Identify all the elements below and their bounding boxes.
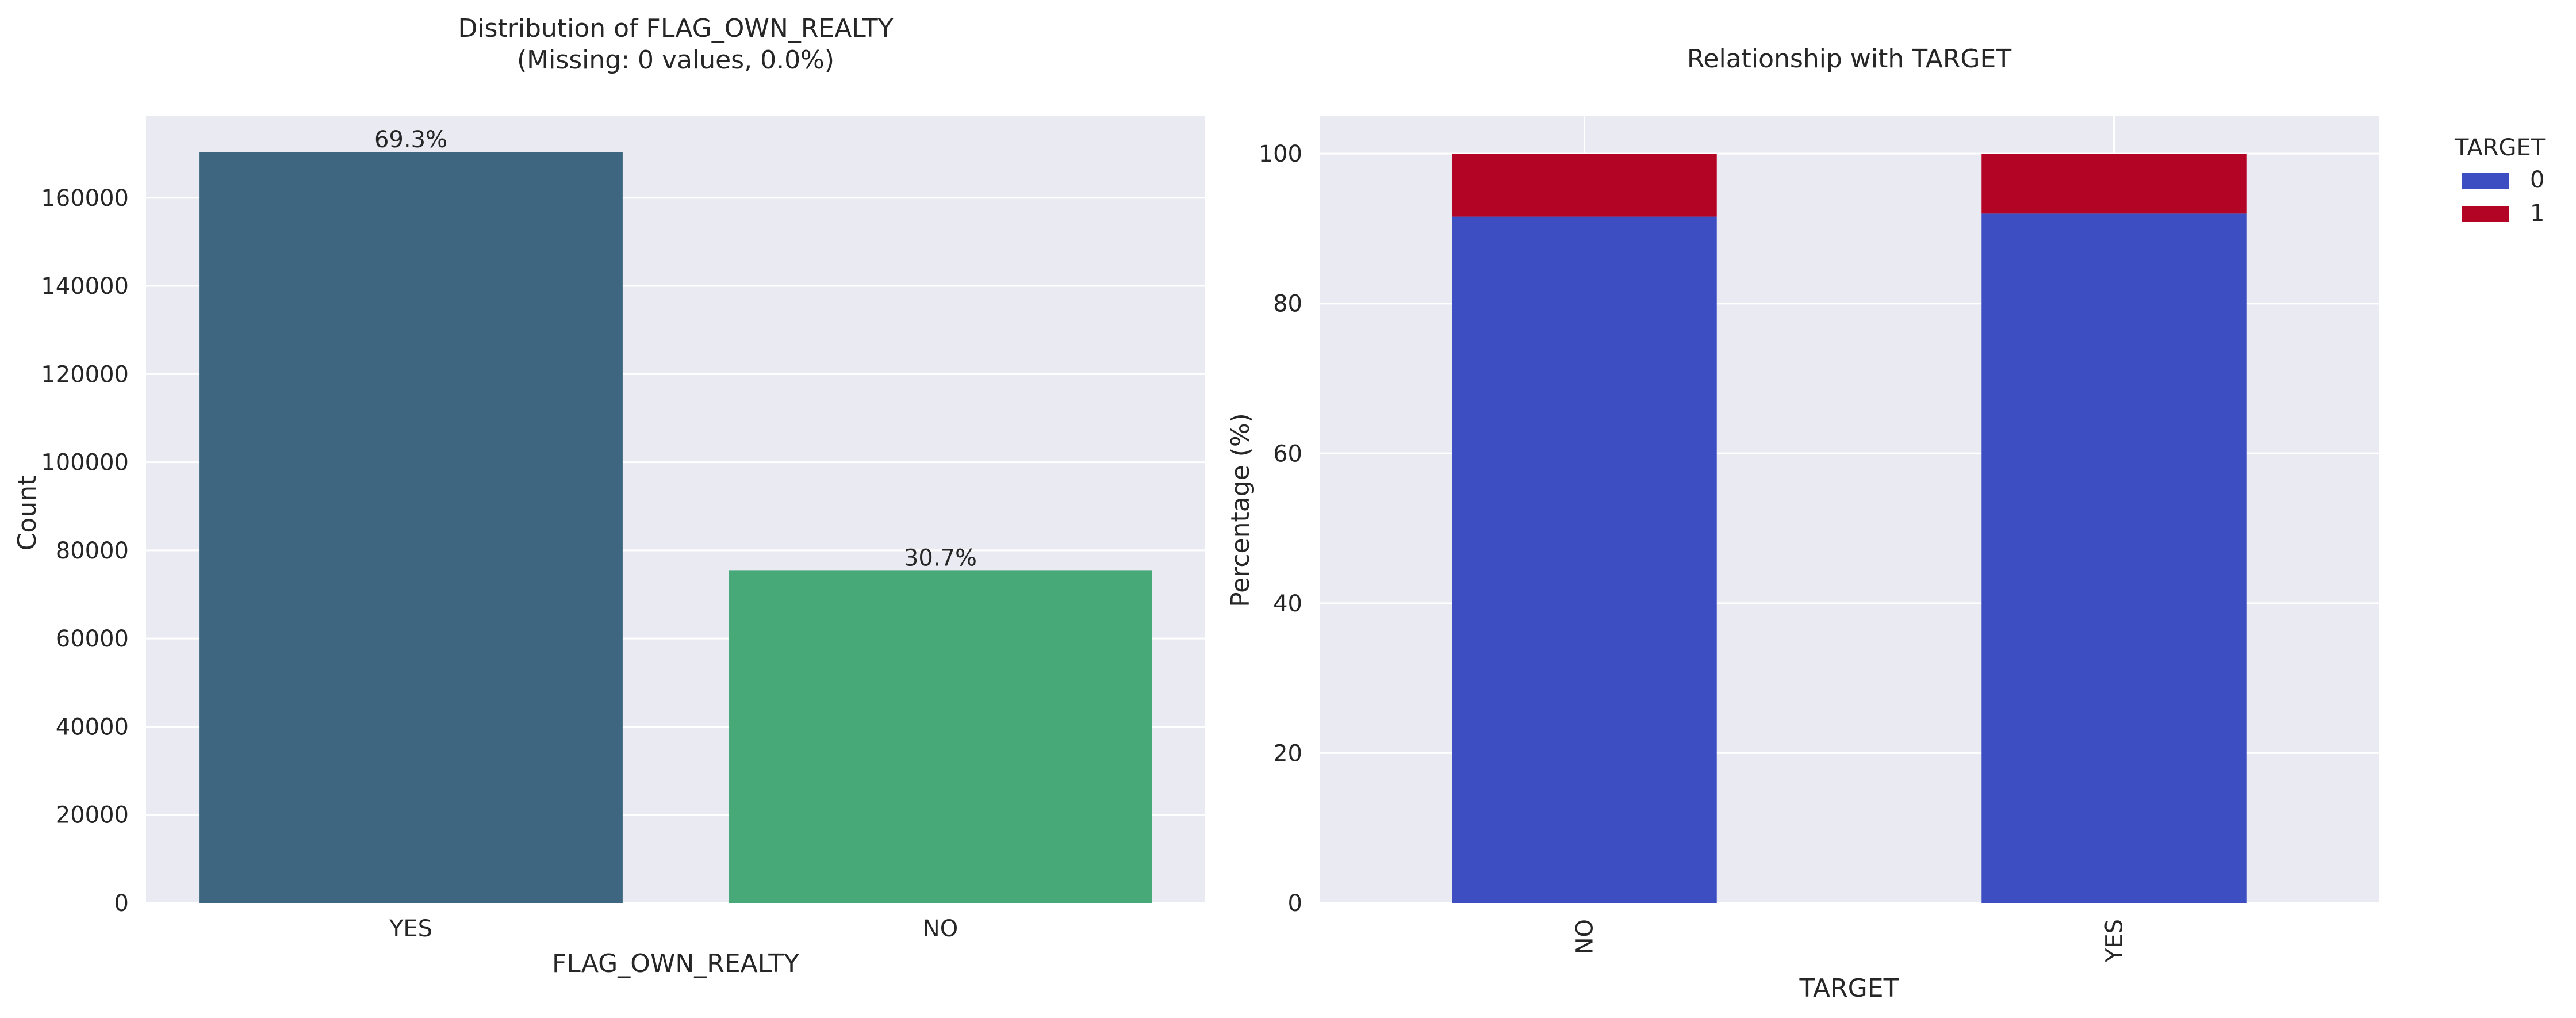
left-y-tick-label: 40000 <box>56 714 129 740</box>
left-y-tick-label: 80000 <box>56 538 129 564</box>
legend-title: TARGET <box>2454 135 2546 161</box>
left-data-labels: 69.3% 30.7% <box>374 127 977 571</box>
left-y-tick-label: 60000 <box>56 626 129 652</box>
left-y-tick-label: 0 <box>114 890 129 917</box>
x-tick-label-yes: YES <box>389 916 432 942</box>
left-x-ticks: YES NO <box>389 916 958 942</box>
x-tick-label-no: NO <box>923 916 958 942</box>
legend: TARGET 01 <box>2454 135 2546 227</box>
left-y-tick-label: 20000 <box>56 802 129 829</box>
left-y-tick-label: 140000 <box>41 273 129 300</box>
data-label-no: 30.7% <box>904 545 977 571</box>
left-x-axis-label: FLAG_OWN_REALTY <box>552 949 799 978</box>
x-tick-label-no: NO <box>1572 919 1598 954</box>
legend-swatch-0 <box>2462 173 2509 189</box>
legend-label-0: 0 <box>2530 167 2544 193</box>
right-chart-title: Relationship with TARGET <box>1687 44 2011 74</box>
legend-items: 01 <box>2462 167 2544 227</box>
left-y-tick-label: 120000 <box>41 361 129 388</box>
left-y-axis-label: Count <box>13 476 42 551</box>
data-label-yes: 69.3% <box>374 127 447 153</box>
right-y-ticks: 0 20 40 60 80 100 <box>1259 141 1302 917</box>
left-y-ticks: 0 20000 40000 60000 80000 100000 120000 140000 1… <box>41 185 129 917</box>
left-chart: 69.3% 30.7% 0 20000 40000 60000 80000 100000 12… <box>13 14 1205 978</box>
right-y-axis-label: Percentage (%) <box>1226 413 1255 607</box>
bar-no-target-1 <box>1452 154 1717 217</box>
right-y-tick-label: 40 <box>1273 591 1302 617</box>
bar-no <box>729 570 1152 903</box>
right-bars <box>1452 154 2247 903</box>
bar-no-target-0 <box>1452 216 1717 903</box>
right-x-axis-label: TARGET <box>1799 974 1899 1003</box>
bar-yes <box>199 152 623 904</box>
right-y-tick-label: 80 <box>1273 291 1302 317</box>
right-y-tick-label: 0 <box>1288 890 1302 917</box>
left-chart-subtitle: (Missing: 0 values, 0.0%) <box>517 45 834 75</box>
right-y-tick-label: 100 <box>1259 141 1302 167</box>
right-y-tick-label: 20 <box>1273 740 1302 767</box>
x-tick-label-yes: YES <box>2102 919 2128 963</box>
legend-label-1: 1 <box>2530 200 2544 227</box>
right-chart: 0 20 40 60 80 100 NO YES Relationship with TAR… <box>1226 44 2546 1003</box>
right-x-ticks: NO YES <box>1572 919 2128 963</box>
bar-yes-target-1 <box>1981 154 2247 214</box>
right-y-tick-label: 60 <box>1273 441 1302 467</box>
left-y-tick-label: 160000 <box>41 185 129 212</box>
legend-swatch-1 <box>2462 206 2509 222</box>
left-chart-title: Distribution of FLAG_OWN_REALTY <box>458 14 893 43</box>
left-bars <box>199 152 1152 904</box>
left-y-tick-label: 100000 <box>41 450 129 476</box>
bar-yes-target-0 <box>1981 213 2247 903</box>
